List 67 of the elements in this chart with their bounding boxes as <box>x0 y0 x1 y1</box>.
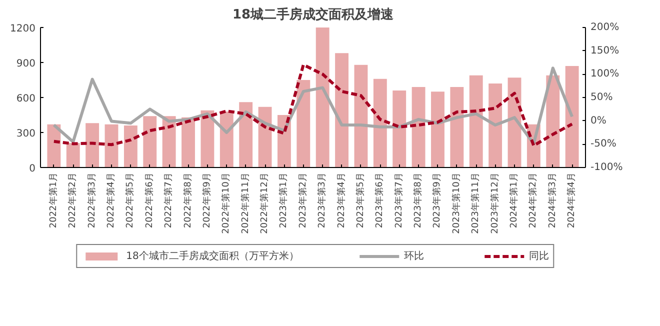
x-tick-label: 2023年第12月 <box>489 172 500 234</box>
x-tick-label: 2022年第12月 <box>259 172 270 234</box>
x-tick-label: 2023年第4月 <box>336 172 347 228</box>
bar <box>124 126 138 168</box>
x-tick-label: 2023年第11月 <box>470 172 482 234</box>
y-tick-label: 0 <box>29 164 36 174</box>
x-tick-label: 2023年第8月 <box>412 172 424 228</box>
legend-label: 环比 <box>404 250 424 263</box>
x-tick-label: 2022年第1月 <box>48 172 59 228</box>
x-tick-label: 2022年第4月 <box>106 172 117 228</box>
bar <box>450 87 464 168</box>
y2-tick-label: 200% <box>590 22 620 33</box>
x-tick-label: 2024年第3月 <box>546 172 558 228</box>
x-tick-label: 2022年第2月 <box>67 172 78 228</box>
bar <box>354 64 368 168</box>
y-tick-label: 1200 <box>10 24 36 34</box>
x-tick-label: 2023年第2月 <box>297 172 308 228</box>
bar <box>182 117 195 168</box>
bar <box>296 80 310 168</box>
y2-tick-label: 100% <box>590 68 620 80</box>
bar <box>373 78 387 168</box>
chart-title: 18城二手房成交面积及增速 <box>232 6 395 22</box>
bar <box>392 90 406 168</box>
x-tick-label: 2022年第5月 <box>124 172 136 228</box>
bar <box>469 75 483 168</box>
bar <box>162 116 176 168</box>
y-tick-label: 900 <box>16 58 36 70</box>
bar <box>239 102 253 168</box>
x-tick-label: 2023年第6月 <box>374 172 386 228</box>
x-tick-label: 2023年第3月 <box>316 172 328 228</box>
x-tick-label: 2022年第10月 <box>220 172 232 234</box>
bar <box>565 66 579 168</box>
x-tick-label: 2024年第1月 <box>508 172 520 228</box>
bar <box>316 28 330 168</box>
x-tick-label: 2023年第7月 <box>393 172 404 228</box>
x-tick-label: 2022年第11月 <box>240 172 251 234</box>
bar <box>412 87 426 168</box>
x-tick-label: 2023年第9月 <box>432 172 443 228</box>
x-tick-label: 2022年第6月 <box>144 172 155 228</box>
bar <box>488 84 502 168</box>
x-tick-label: 2022年第9月 <box>201 172 212 228</box>
bar <box>47 124 61 168</box>
y2-tick-label: 50% <box>590 92 613 103</box>
x-tick-label: 2024年第2月 <box>528 172 539 228</box>
bar <box>200 110 214 168</box>
bar <box>431 92 444 168</box>
y2-tick-label: -100% <box>590 162 623 173</box>
bar <box>66 143 80 168</box>
bar <box>335 53 348 168</box>
x-tick-label: 2023年第10月 <box>450 172 462 234</box>
legend-label: 18个城市二手房成交面积（万平方米） <box>126 250 299 263</box>
y-tick-label: 600 <box>16 94 36 104</box>
x-tick-label: 2022年第8月 <box>182 172 194 228</box>
x-tick-label: 2024年第4月 <box>566 172 578 228</box>
bar <box>86 123 100 168</box>
x-tick-label: 2022年第7月 <box>163 172 174 228</box>
bar <box>104 124 118 168</box>
x-tick-label: 2022年第3月 <box>86 172 98 228</box>
y2-tick-label: -50% <box>590 138 616 150</box>
y2-tick-label: 0% <box>590 115 606 126</box>
legend-label: 同比 <box>528 250 549 263</box>
y-tick-label: 300 <box>16 128 36 140</box>
y2-tick-label: 150% <box>590 45 620 56</box>
x-tick-label: 2023年第5月 <box>354 172 366 228</box>
bar <box>546 75 560 168</box>
bar <box>143 116 157 168</box>
x-tick-label: 2023年第1月 <box>278 172 290 228</box>
